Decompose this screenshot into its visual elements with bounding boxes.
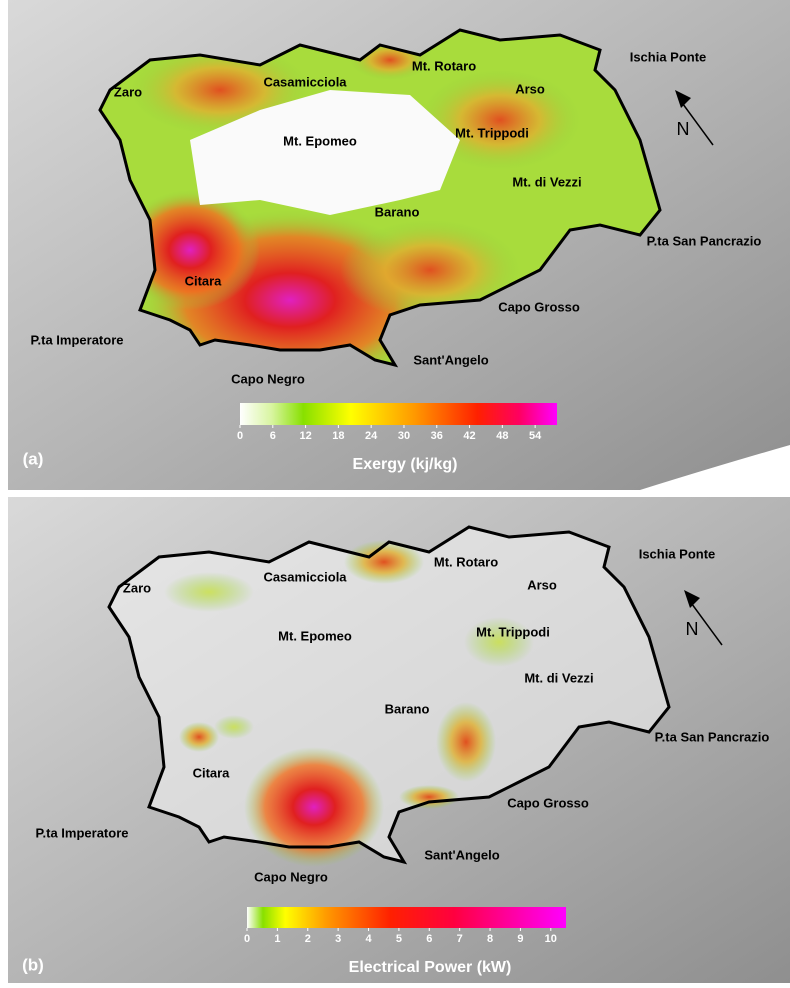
place-name: Barano [375, 204, 420, 219]
colorbar-tick-label: 24 [365, 430, 378, 442]
colorbar-tick-label: 54 [529, 430, 542, 442]
colorbar-tick-label: 18 [332, 430, 344, 442]
place-name: Mt. Rotaro [412, 58, 476, 73]
figure: Zaro Casamicciola Mt. Rotaro Arso Ischia Pon… [0, 0, 790, 983]
colorbar-tick-label: 5 [396, 933, 402, 945]
place-name: Capo Negro [254, 869, 328, 884]
colorbar [247, 907, 566, 928]
place-name: Arso [527, 577, 557, 592]
panel-label: (a) [23, 449, 44, 468]
colorbar [240, 403, 557, 425]
place-name: Casamicciola [263, 569, 347, 584]
place-name: Zaro [123, 580, 151, 595]
place-name: Mt. di Vezzi [512, 174, 581, 189]
legend-title: Electrical Power (kW) [349, 959, 512, 976]
place-name: Arso [515, 81, 545, 96]
place-name: Mt. Trippodi [455, 125, 529, 140]
place-name: Capo Negro [231, 371, 305, 386]
colorbar-tick-label: 12 [299, 430, 311, 442]
colorbar-tick-label: 30 [398, 430, 410, 442]
legend-title: Exergy (kj/kg) [353, 456, 458, 473]
colorbar-tick-label: 10 [545, 933, 557, 945]
place-name: Sant'Angelo [413, 352, 488, 367]
colorbar-tick-label: 3 [335, 933, 341, 945]
place-name: Capo Grosso [507, 795, 589, 810]
colorbar-tick-label: 6 [270, 430, 276, 442]
colorbar-tick-label: 6 [426, 933, 432, 945]
panel-label: (b) [22, 955, 44, 974]
colorbar-tick-label: 4 [365, 933, 372, 945]
place-name: Ischia Ponte [639, 546, 716, 561]
colorbar-tick-label: 1 [274, 933, 280, 945]
north-label: N [677, 119, 690, 139]
colorbar-tick-label: 7 [457, 933, 463, 945]
place-name: P.ta Imperatore [31, 332, 124, 347]
place-name: Mt. Epomeo [283, 133, 357, 148]
place-name: Mt. Trippodi [476, 624, 550, 639]
colorbar-tick-label: 8 [487, 933, 493, 945]
place-name: Capo Grosso [498, 299, 580, 314]
place-name: Sant'Angelo [424, 847, 499, 862]
place-name: Mt. Epomeo [278, 628, 352, 643]
colorbar-tick-label: 0 [244, 933, 250, 945]
place-name: P.ta Imperatore [36, 825, 129, 840]
place-name: P.ta San Pancrazio [655, 729, 770, 744]
place-name: P.ta San Pancrazio [647, 233, 762, 248]
colorbar-tick-label: 42 [463, 430, 475, 442]
colorbar-tick-label: 36 [431, 430, 443, 442]
place-name: Barano [385, 701, 430, 716]
place-name: Mt. di Vezzi [524, 670, 593, 685]
colorbar-tick-label: 2 [305, 933, 311, 945]
place-name: Citara [193, 765, 231, 780]
colorbar-tick-label: 9 [517, 933, 523, 945]
place-name: Casamicciola [263, 74, 347, 89]
place-name: Mt. Rotaro [434, 554, 498, 569]
colorbar-tick-label: 48 [496, 430, 508, 442]
place-name: Ischia Ponte [630, 49, 707, 64]
place-name: Zaro [114, 84, 142, 99]
north-label: N [686, 619, 699, 639]
place-name: Citara [185, 273, 223, 288]
colorbar-tick-label: 0 [237, 430, 243, 442]
